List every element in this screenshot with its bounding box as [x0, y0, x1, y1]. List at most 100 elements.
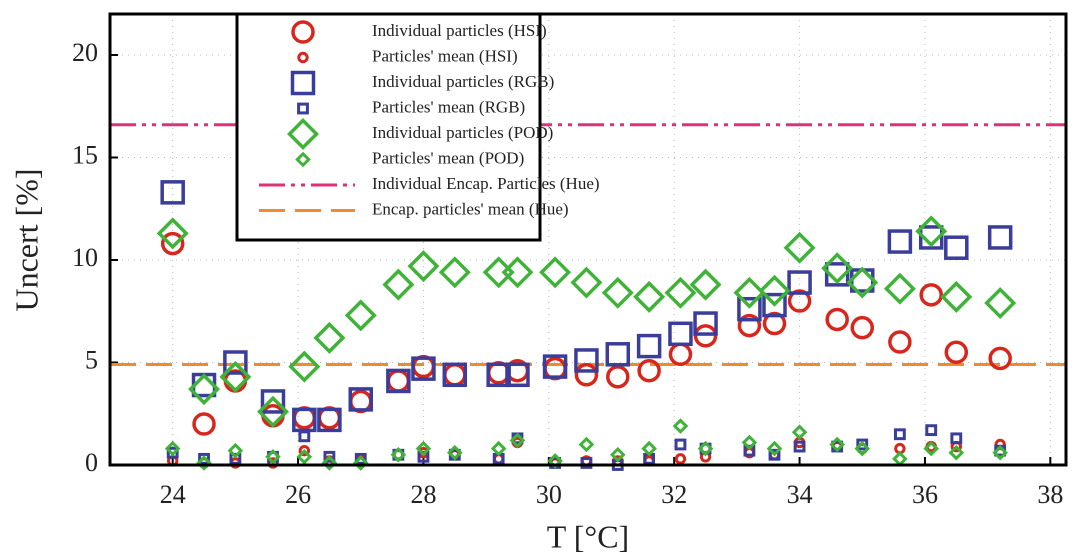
point — [542, 354, 568, 379]
x-tick-label: 32 — [661, 480, 687, 509]
point — [298, 444, 311, 457]
x-tick-label: 34 — [787, 480, 813, 509]
point — [570, 266, 603, 299]
point — [196, 455, 212, 471]
point — [296, 449, 313, 465]
point — [988, 346, 1012, 371]
point — [856, 438, 869, 451]
point — [766, 440, 783, 457]
point — [919, 283, 943, 307]
point — [883, 272, 916, 305]
point — [446, 444, 463, 461]
point — [297, 102, 309, 115]
point — [227, 442, 244, 459]
point — [354, 452, 367, 465]
point — [348, 387, 374, 412]
point — [637, 358, 661, 383]
point — [737, 313, 762, 338]
point — [601, 276, 634, 309]
point — [636, 333, 662, 359]
point — [386, 369, 411, 393]
point — [164, 440, 181, 457]
point — [505, 362, 530, 388]
point — [265, 449, 281, 465]
point — [298, 430, 311, 443]
point — [950, 432, 963, 445]
point — [693, 324, 718, 348]
point — [787, 289, 812, 313]
point — [482, 256, 515, 289]
y-tick-label: 0 — [85, 448, 98, 477]
point — [297, 51, 309, 64]
point — [580, 457, 593, 469]
point — [758, 274, 791, 307]
point — [192, 412, 216, 436]
point — [501, 256, 534, 289]
point — [892, 451, 908, 467]
point — [633, 280, 666, 313]
point — [606, 365, 630, 389]
point — [987, 225, 1013, 250]
point — [893, 428, 906, 441]
point — [352, 455, 369, 471]
point — [415, 440, 432, 457]
point — [390, 446, 407, 463]
y-tick-label: 15 — [72, 140, 98, 169]
legend-label: Individual Encap. Particles (Hue) — [372, 174, 600, 193]
point — [386, 368, 411, 394]
point — [854, 440, 871, 457]
point — [689, 268, 722, 301]
point — [609, 446, 626, 463]
point — [605, 342, 631, 367]
point — [940, 280, 973, 313]
y-axis-label: Uncert [%] — [8, 168, 44, 311]
point — [762, 292, 787, 318]
legend-label: Particles' mean (POD) — [372, 148, 524, 167]
point — [160, 231, 185, 256]
point — [382, 268, 415, 301]
point — [574, 348, 599, 373]
point — [693, 311, 718, 336]
point — [578, 436, 595, 453]
point — [887, 229, 913, 254]
point — [287, 118, 319, 150]
point — [188, 373, 221, 406]
point — [198, 452, 210, 465]
point — [664, 276, 697, 309]
legend-label: Individual particles (RGB) — [372, 72, 554, 91]
x-tick-label: 28 — [410, 480, 436, 509]
legend-label: Particles' mean (HSI) — [372, 46, 518, 65]
point — [697, 440, 714, 457]
point — [944, 235, 969, 260]
point — [344, 299, 377, 332]
point — [674, 438, 687, 451]
point — [407, 250, 440, 283]
point — [783, 231, 816, 264]
x-axis-label: T [°C] — [547, 518, 629, 554]
point — [295, 151, 311, 168]
y-tick-label: 20 — [72, 38, 98, 67]
y-tick-label: 10 — [72, 243, 98, 272]
x-tick-label: 36 — [912, 480, 938, 509]
point — [918, 225, 944, 250]
point — [166, 446, 179, 459]
point — [486, 362, 511, 388]
point — [824, 262, 850, 287]
point — [850, 315, 875, 340]
legend-label: Encap. particles' mean (Hue) — [372, 199, 569, 218]
legend-label: Particles' mean (RGB) — [372, 97, 525, 116]
point — [509, 432, 526, 449]
point — [888, 330, 912, 354]
legend-label: Individual particles (HSI) — [372, 21, 547, 40]
point — [321, 455, 338, 471]
point — [741, 434, 758, 451]
point — [984, 287, 1017, 320]
point — [825, 307, 849, 332]
point — [317, 407, 342, 433]
point — [160, 180, 185, 205]
point — [313, 321, 346, 354]
point — [288, 350, 321, 383]
point — [411, 356, 436, 381]
point — [992, 444, 1008, 461]
